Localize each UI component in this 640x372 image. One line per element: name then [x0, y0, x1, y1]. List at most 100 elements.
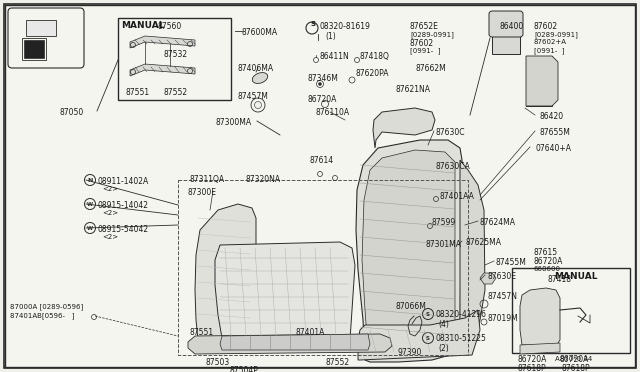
Text: S: S [426, 311, 430, 317]
Text: 87621NA: 87621NA [395, 85, 430, 94]
Text: 87401AB[0596-   ]: 87401AB[0596- ] [10, 312, 74, 319]
Polygon shape [195, 204, 256, 342]
Text: 87655M: 87655M [540, 128, 571, 137]
Polygon shape [520, 343, 560, 354]
Text: <2>: <2> [102, 186, 118, 192]
Text: S: S [426, 336, 430, 340]
Text: 87602: 87602 [410, 39, 434, 48]
Polygon shape [480, 273, 496, 284]
Text: 87320NA: 87320NA [245, 175, 280, 184]
Bar [492, 16, 520, 54]
Text: 87662M: 87662M [415, 64, 445, 73]
Text: 86720A: 86720A [517, 355, 547, 364]
Polygon shape [526, 56, 558, 106]
Polygon shape [130, 36, 195, 48]
Text: 87630CA: 87630CA [435, 162, 470, 171]
Text: 08320-81619: 08320-81619 [320, 22, 371, 31]
Text: 87552: 87552 [325, 358, 349, 367]
Bar [512, 268, 630, 353]
Text: 87614: 87614 [310, 156, 334, 165]
Text: 87301MA: 87301MA [425, 240, 461, 249]
Text: 08915-14042: 08915-14042 [97, 201, 148, 210]
Polygon shape [188, 334, 392, 354]
Text: 87624MA: 87624MA [480, 218, 516, 227]
Text: 87066M: 87066M [395, 302, 426, 311]
Text: [0289-0991]: [0289-0991] [410, 31, 454, 38]
Bar [526, 56, 552, 106]
Text: 87050: 87050 [60, 108, 84, 117]
Text: W: W [87, 225, 93, 231]
Text: 86720A: 86720A [308, 95, 337, 104]
Text: 87552: 87552 [164, 88, 188, 97]
Text: 87000A [0289-0596]: 87000A [0289-0596] [10, 303, 83, 310]
FancyBboxPatch shape [489, 11, 523, 37]
Text: 87455M: 87455M [496, 258, 527, 267]
Text: 08320-41296: 08320-41296 [436, 310, 487, 319]
Text: 87406MA: 87406MA [237, 64, 273, 73]
Text: 87532: 87532 [163, 50, 187, 59]
Text: 87504P: 87504P [230, 366, 259, 372]
Polygon shape [460, 160, 485, 345]
Text: (1): (1) [325, 32, 336, 41]
Text: 08911-1402A: 08911-1402A [97, 177, 148, 186]
Text: 87615: 87615 [534, 248, 558, 257]
Text: 876110A: 876110A [315, 108, 349, 117]
Text: 87401A: 87401A [296, 328, 325, 337]
Text: [0991-  ]: [0991- ] [534, 47, 564, 54]
Polygon shape [362, 150, 455, 350]
Text: <2>: <2> [102, 234, 118, 240]
Text: 87599: 87599 [432, 218, 456, 227]
Text: W: W [87, 202, 93, 206]
Text: 86400: 86400 [500, 22, 524, 31]
Polygon shape [520, 288, 560, 346]
Text: 87602: 87602 [534, 22, 558, 31]
Text: 87401AA: 87401AA [440, 192, 475, 201]
Text: [0991-  ]: [0991- ] [410, 47, 440, 54]
Text: [0289-0991]: [0289-0991] [534, 31, 578, 38]
Text: 08915-54042: 08915-54042 [97, 225, 148, 234]
Text: 97390: 97390 [398, 348, 422, 357]
Text: 07640+A: 07640+A [535, 144, 571, 153]
Text: 87346M: 87346M [308, 74, 339, 83]
Bar [24, 40, 44, 58]
Polygon shape [220, 334, 370, 350]
Text: 87625MA: 87625MA [465, 238, 501, 247]
Text: 87618P: 87618P [517, 364, 546, 372]
Text: 87300E: 87300E [188, 188, 217, 197]
Text: 668600: 668600 [534, 266, 561, 272]
Bar [178, 180, 468, 355]
Text: 08310-51225: 08310-51225 [436, 334, 487, 343]
Polygon shape [215, 242, 355, 340]
Text: 87300MA: 87300MA [215, 118, 251, 127]
Text: 87311QA: 87311QA [190, 175, 225, 184]
Polygon shape [130, 64, 195, 76]
Bar [26, 20, 56, 36]
Text: 87551: 87551 [190, 328, 214, 337]
Text: MANUAL: MANUAL [554, 272, 598, 281]
Text: 87600MA: 87600MA [242, 28, 278, 37]
Text: 87503: 87503 [205, 358, 229, 367]
Text: 87019M: 87019M [488, 314, 519, 323]
Text: 87457N: 87457N [488, 292, 518, 301]
Polygon shape [373, 108, 435, 148]
Bar [22, 38, 46, 60]
Polygon shape [358, 310, 480, 360]
Ellipse shape [252, 73, 268, 83]
Text: 87560: 87560 [158, 22, 182, 31]
Text: 87602+A: 87602+A [534, 39, 567, 45]
Text: 86720A: 86720A [560, 355, 589, 364]
Text: 87652E: 87652E [410, 22, 439, 31]
Text: <2>: <2> [102, 210, 118, 216]
Polygon shape [356, 140, 462, 362]
Text: MANUAL: MANUAL [121, 21, 164, 30]
Text: (4): (4) [438, 320, 449, 329]
FancyBboxPatch shape [8, 8, 84, 68]
Text: 87630E: 87630E [488, 272, 517, 281]
Text: 87630C: 87630C [435, 128, 465, 137]
Text: 87418: 87418 [548, 275, 572, 284]
Text: 86420: 86420 [540, 112, 564, 121]
Circle shape [319, 83, 321, 86]
Text: 87418Q: 87418Q [360, 52, 390, 61]
Text: N: N [87, 177, 93, 183]
Text: 86720A: 86720A [534, 257, 563, 266]
